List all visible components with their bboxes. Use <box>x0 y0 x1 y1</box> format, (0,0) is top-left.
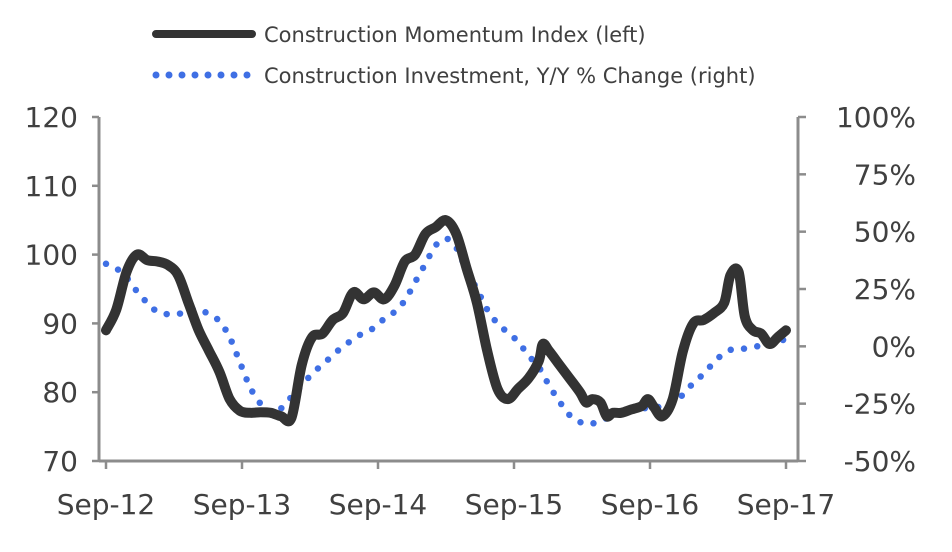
right-tick-label: 50% <box>854 216 916 249</box>
x-tick-label: Sep-17 <box>737 488 836 521</box>
x-tick-label: Sep-12 <box>57 488 156 521</box>
right-tick-label: 25% <box>854 273 916 306</box>
right-tick-label: -50% <box>844 445 916 478</box>
series-layer <box>101 215 791 428</box>
legend: Construction Momentum Index (left) Const… <box>152 23 756 88</box>
left-tick-label: 100 <box>25 239 78 272</box>
right-tick-label: -25% <box>844 388 916 421</box>
right-tick-label: 100% <box>836 101 916 134</box>
x-tick-label: Sep-16 <box>601 488 700 521</box>
left-tick-label: 70 <box>42 445 78 478</box>
right-tick-label: 75% <box>854 158 916 191</box>
left-tick-label: 90 <box>42 307 78 340</box>
left-tick-label: 120 <box>25 101 78 134</box>
left-tick-label: 80 <box>42 376 78 409</box>
legend-label-momentum: Construction Momentum Index (left) <box>264 23 646 47</box>
right-tick-label: 0% <box>872 330 916 363</box>
x-tick-label: Sep-13 <box>193 488 292 521</box>
legend-label-investment: Construction Investment, Y/Y % Change (r… <box>264 64 756 88</box>
x-tick-label: Sep-15 <box>465 488 564 521</box>
x-tick-label: Sep-14 <box>329 488 428 521</box>
series-line-momentum <box>101 215 791 427</box>
axes: 70 80 90 100 110 120 -50% -25% 0% 25% 50% 75% 100% Se… <box>25 101 916 521</box>
left-tick-label: 110 <box>25 170 78 203</box>
